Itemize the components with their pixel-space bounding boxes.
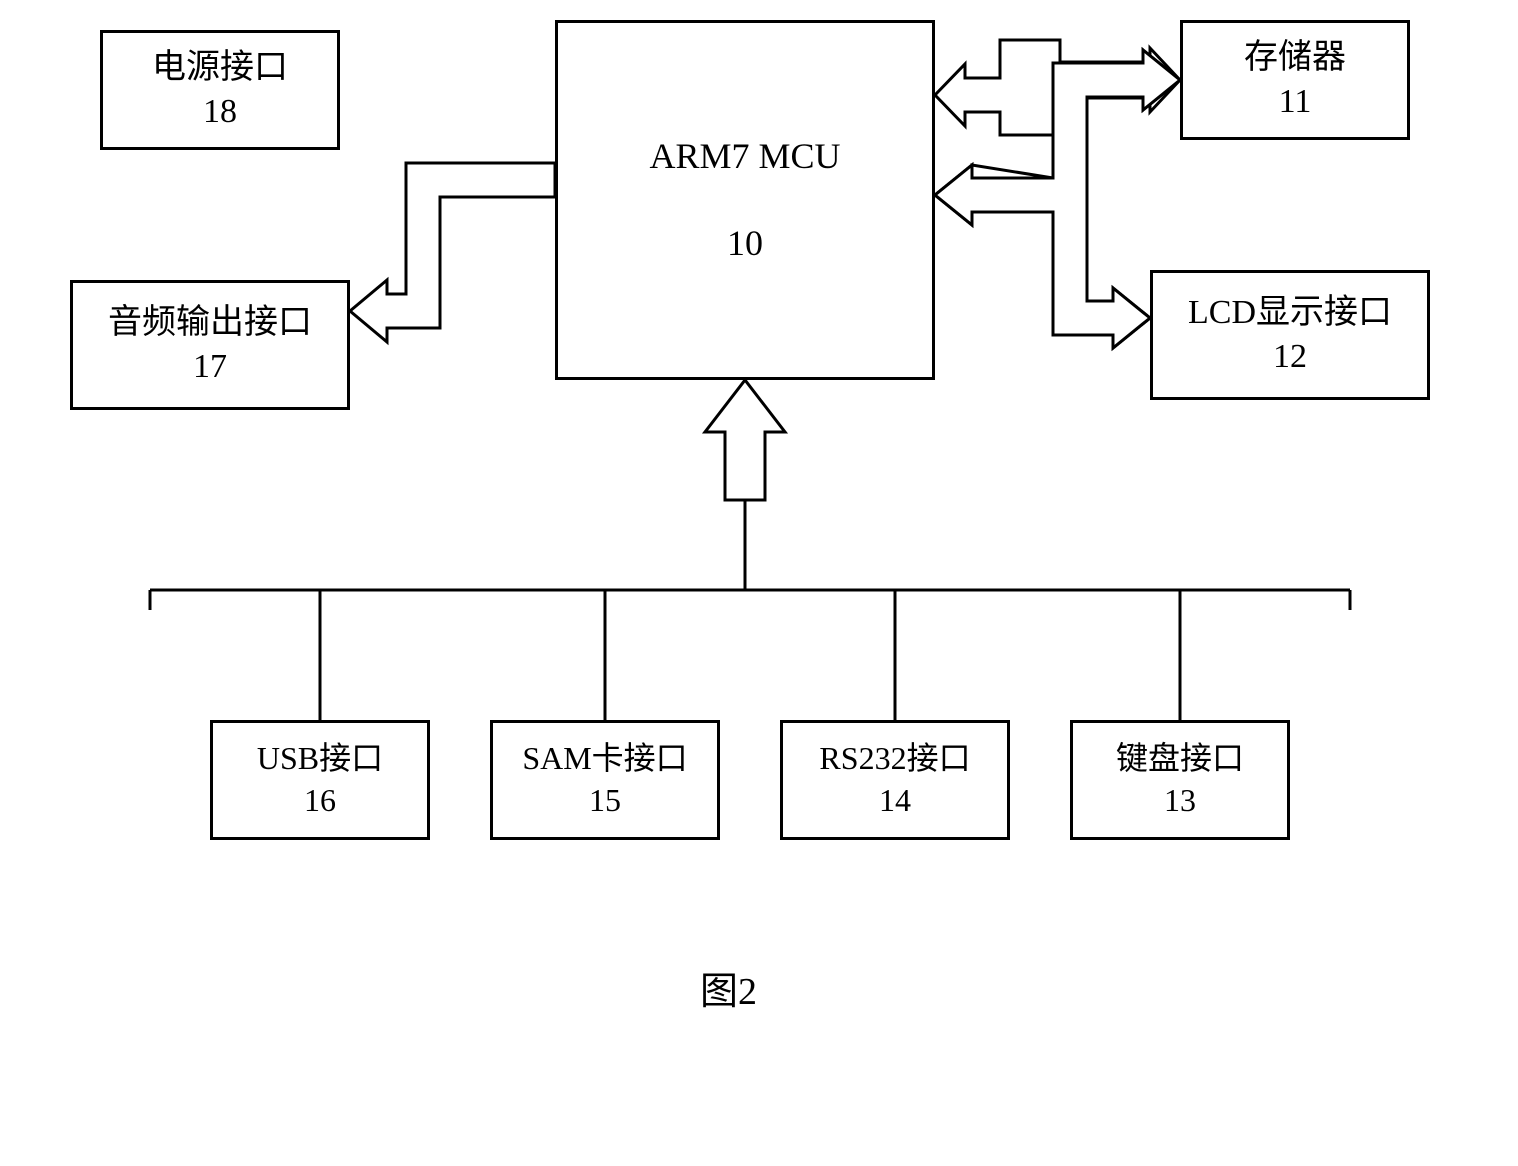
block-rs232-title: RS232接口 [819, 738, 970, 780]
block-sam-num: 15 [589, 780, 621, 822]
block-mcu-title: ARM7 MCU [649, 133, 840, 180]
arrow-mcu-memory [935, 40, 1180, 135]
block-usb-title: USB接口 [257, 738, 383, 780]
block-sam: SAM卡接口 15 [490, 720, 720, 840]
block-keyboard-title: 键盘接口 [1116, 738, 1244, 780]
block-lcd: LCD显示接口 12 [1150, 270, 1430, 400]
block-keyboard-num: 13 [1164, 780, 1196, 822]
block-rs232-num: 14 [879, 780, 911, 822]
figure-caption-text: 图2 [700, 971, 757, 1013]
block-memory-title: 存储器 [1244, 36, 1346, 80]
block-sam-title: SAM卡接口 [522, 738, 687, 780]
block-memory: 存储器 11 [1180, 20, 1410, 140]
block-keyboard: 键盘接口 13 [1070, 720, 1290, 840]
diagram-stage: 电源接口 18 ARM7 MCU 10 存储器 11 音频输出接口 17 LCD… [0, 0, 1518, 1166]
block-audio-num: 17 [193, 345, 227, 389]
block-lcd-title: LCD显示接口 [1188, 291, 1392, 335]
block-audio: 音频输出接口 17 [70, 280, 350, 410]
block-power: 电源接口 18 [100, 30, 340, 150]
block-memory-num: 11 [1279, 80, 1312, 124]
arrow-mcu-audio [350, 163, 555, 342]
block-lcd-num: 12 [1273, 335, 1307, 379]
block-power-num: 18 [203, 90, 237, 134]
block-usb: USB接口 16 [210, 720, 430, 840]
block-rs232: RS232接口 14 [780, 720, 1010, 840]
block-audio-title: 音频输出接口 [108, 301, 312, 345]
block-mcu-num: 10 [727, 220, 763, 267]
bus [150, 380, 1350, 720]
arrow-right-fork [935, 50, 1180, 348]
figure-caption: 图2 [700, 960, 757, 1015]
block-power-title: 电源接口 [152, 46, 288, 90]
block-mcu: ARM7 MCU 10 [555, 20, 935, 380]
block-usb-num: 16 [304, 780, 336, 822]
